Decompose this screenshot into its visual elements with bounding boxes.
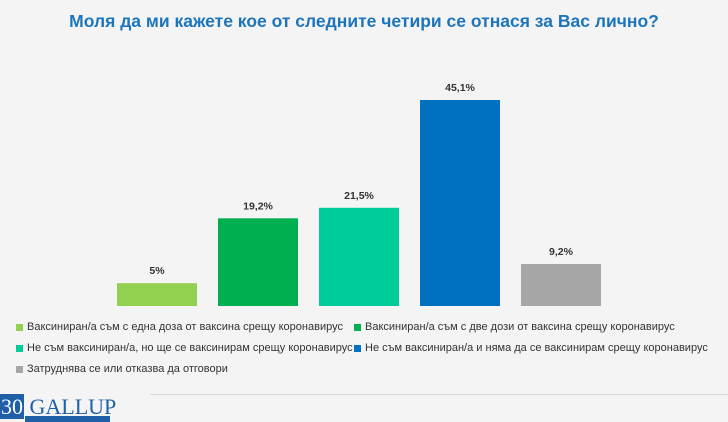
divider — [150, 394, 728, 395]
gallup-logo: 30 GALLUP — [0, 394, 116, 422]
bar — [218, 218, 298, 306]
bar — [319, 207, 399, 306]
legend-item: Не съм ваксиниран/а и няма да се ваксини… — [354, 342, 708, 354]
legend-swatch — [354, 344, 361, 352]
legend-item: Ваксиниран/а съм с една доза от ваксина … — [16, 321, 343, 333]
data-label: 5% — [149, 265, 165, 277]
legend-label: Ваксиниран/а съм с една доза от ваксина … — [27, 321, 343, 333]
legend-swatch — [354, 323, 361, 331]
legend-label: Ваксиниран/а съм с две дози от ваксина с… — [365, 321, 675, 333]
bar — [117, 283, 197, 306]
legend-label: Затруднява се или отказва да отговори — [27, 363, 228, 375]
bar-chart: 5% 19,2% 21,5% 45,1% 9,2% — [117, 82, 601, 306]
data-label: 19,2% — [243, 200, 273, 212]
legend-swatch — [16, 344, 23, 352]
legend-swatch — [16, 365, 23, 373]
legend-swatch — [16, 323, 23, 331]
legend-item: Не съм ваксиниран/а, но ще се ваксинирам… — [16, 342, 353, 354]
chart-title: Моля да ми кажете кое от следните четири… — [69, 11, 659, 31]
bar — [521, 263, 601, 306]
legend-label: Не съм ваксиниран/а и няма да се ваксини… — [365, 342, 708, 354]
legend-item: Затруднява се или отказва да отговори — [16, 363, 228, 375]
data-label: 21,5% — [344, 190, 374, 202]
data-label: 45,1% — [445, 82, 475, 94]
legend-label: Не съм ваксиниран/а, но ще се ваксинирам… — [27, 342, 353, 354]
bar — [420, 100, 500, 306]
data-label: 9,2% — [549, 246, 574, 258]
legend-item: Ваксиниран/а съм с две дози от ваксина с… — [354, 321, 675, 333]
